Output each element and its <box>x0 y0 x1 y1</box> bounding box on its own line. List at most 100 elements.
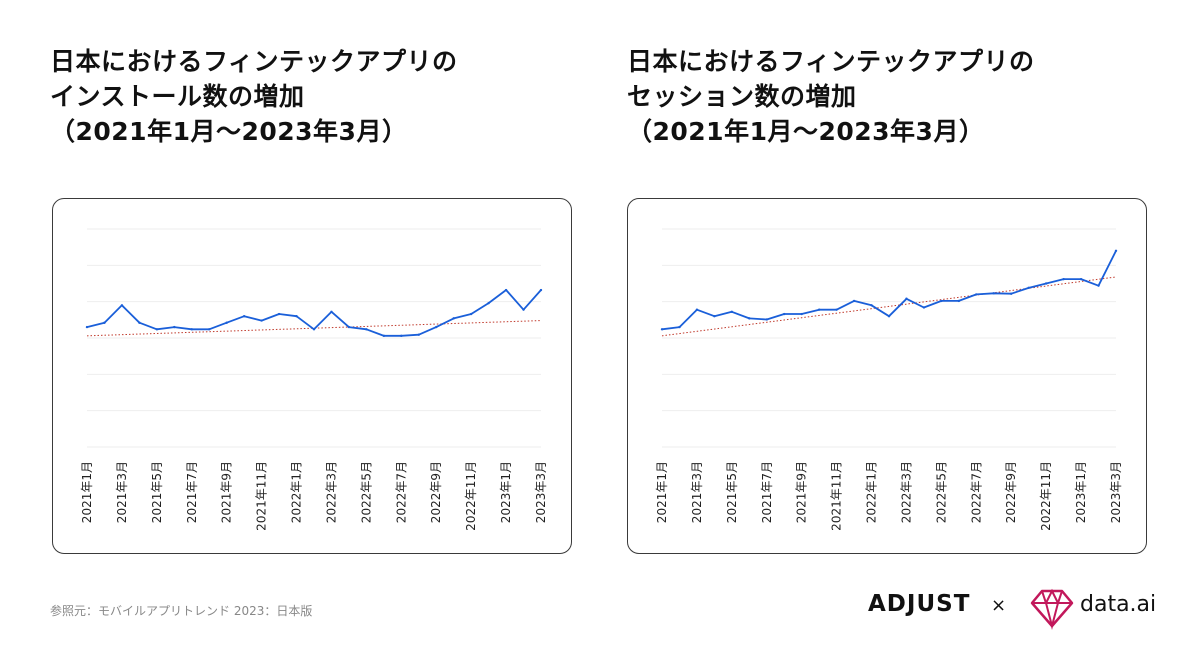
x-tick-label: 2023年1月 <box>1074 461 1088 523</box>
data-point <box>539 288 543 292</box>
data-point <box>1062 277 1065 281</box>
data-point <box>817 308 821 311</box>
data-point <box>870 304 873 307</box>
data-point <box>208 328 211 331</box>
chart-title-installs: 日本におけるフィンテックアプリの インストール数の増加 （2021年1月〜202… <box>50 44 458 149</box>
data-point <box>277 312 281 316</box>
data-point <box>1097 284 1100 287</box>
title-line: セッション数の増加 <box>627 82 857 111</box>
sessions-chart-panel: 2021年1月 2021年3月 2021年5月 2021年7月 2021年9月 2021年… <box>627 198 1147 554</box>
trendline <box>86 320 542 337</box>
data-point <box>940 299 943 303</box>
data-point <box>435 325 438 329</box>
x-tick-label: 2022年11月 <box>1039 461 1053 531</box>
data-point <box>103 321 106 324</box>
series-line <box>661 250 1117 331</box>
times-separator: × <box>991 595 1007 616</box>
title-line: 日本におけるフィンテックアプリの <box>50 47 458 76</box>
source-note: 参照元：モバイルアプリトレンド 2023：日本版 <box>50 604 313 618</box>
x-tick-label: 2021年7月 <box>760 461 774 523</box>
x-tick-label: 2023年3月 <box>1109 461 1123 523</box>
data-point <box>347 325 351 329</box>
title-line: （2021年1月〜2023年3月） <box>50 117 408 146</box>
data-point <box>713 315 716 318</box>
installs-chart: 2021年1月 2021年3月 2021年5月 2021年7月 2021年9月 2021年… <box>80 228 548 531</box>
data-point <box>783 312 786 316</box>
data-point <box>382 334 386 338</box>
data-point <box>748 317 751 320</box>
x-tick-label: 2021年1月 <box>655 461 669 523</box>
data-point <box>1027 286 1030 290</box>
x-tick-label: 2023年3月 <box>534 461 548 523</box>
data-point <box>400 334 403 338</box>
data-point <box>835 308 838 311</box>
data-point <box>905 297 908 300</box>
data-point <box>730 310 734 314</box>
x-tick-label: 2023年1月 <box>499 461 513 523</box>
data-point <box>487 301 490 305</box>
data-point <box>417 333 420 336</box>
x-tick-label: 2022年1月 <box>865 461 879 523</box>
data-point <box>225 321 228 324</box>
installs-chart-panel: 2021年1月 2021年3月 2021年5月 2021年7月 2021年9月 2021年… <box>52 198 572 554</box>
x-tick-label: 2021年9月 <box>220 461 234 523</box>
x-tick-label: 2022年1月 <box>290 461 304 523</box>
data-point <box>695 308 699 311</box>
data-point <box>975 293 978 296</box>
x-tick-label: 2021年11月 <box>830 461 844 531</box>
x-tick-label: 2022年9月 <box>429 461 443 523</box>
data-point <box>765 318 768 321</box>
adjust-logo: ADJUST <box>868 591 971 617</box>
data-point <box>312 328 316 331</box>
x-tick-label: 2022年11月 <box>464 461 478 531</box>
chart-title-sessions: 日本におけるフィンテックアプリの セッション数の増加 （2021年1月〜2023… <box>627 44 1035 149</box>
data-point <box>957 299 961 303</box>
data-point <box>922 306 926 309</box>
data-point <box>138 321 141 324</box>
data-ai-logo: data.ai <box>1080 592 1157 617</box>
data-point <box>155 328 159 331</box>
data-point <box>173 325 176 329</box>
data-point <box>660 328 664 331</box>
data-point <box>330 310 333 314</box>
data-point <box>852 299 856 303</box>
x-tick-label: 2022年7月 <box>394 461 408 523</box>
data-point <box>365 328 368 331</box>
x-tick-label: 2021年5月 <box>725 461 739 523</box>
x-tick-label: 2022年5月 <box>934 461 948 523</box>
data-point <box>85 325 89 329</box>
data-point <box>1044 282 1048 285</box>
data-ai-gem-icon <box>1030 588 1074 630</box>
x-tick-label: 2022年5月 <box>359 461 373 523</box>
x-tick-label: 2021年3月 <box>115 461 129 523</box>
data-point <box>887 315 891 318</box>
title-line: インストール数の増加 <box>50 82 305 111</box>
sessions-chart: 2021年1月 2021年3月 2021年5月 2021年7月 2021年9月 2021年… <box>655 228 1123 531</box>
data-point <box>242 315 246 318</box>
x-tick-label: 2021年3月 <box>690 461 704 523</box>
data-point <box>800 312 803 316</box>
x-tick-label: 2022年3月 <box>324 461 338 523</box>
data-point <box>469 312 473 316</box>
x-tick-label: 2021年5月 <box>150 461 164 523</box>
data-point <box>504 288 508 292</box>
x-tick-label: 2022年3月 <box>899 461 913 523</box>
data-point <box>452 317 455 320</box>
data-point <box>1114 249 1118 252</box>
data-point <box>190 328 193 331</box>
x-tick-label: 2021年11月 <box>255 461 269 531</box>
x-tick-label: 2022年7月 <box>969 461 983 523</box>
data-point <box>295 315 298 318</box>
title-line: 日本におけるフィンテックアプリの <box>627 47 1035 76</box>
data-point <box>120 304 124 307</box>
title-line: （2021年1月〜2023年3月） <box>627 117 985 146</box>
trendline <box>661 276 1117 337</box>
data-point <box>678 325 681 329</box>
data-point <box>992 292 995 295</box>
x-tick-label: 2021年9月 <box>795 461 809 523</box>
x-tick-label: 2021年1月 <box>80 461 94 523</box>
data-point <box>1079 277 1083 281</box>
x-tick-label: 2021年7月 <box>185 461 199 523</box>
x-tick-label: 2022年9月 <box>1004 461 1018 523</box>
data-point <box>260 319 263 322</box>
